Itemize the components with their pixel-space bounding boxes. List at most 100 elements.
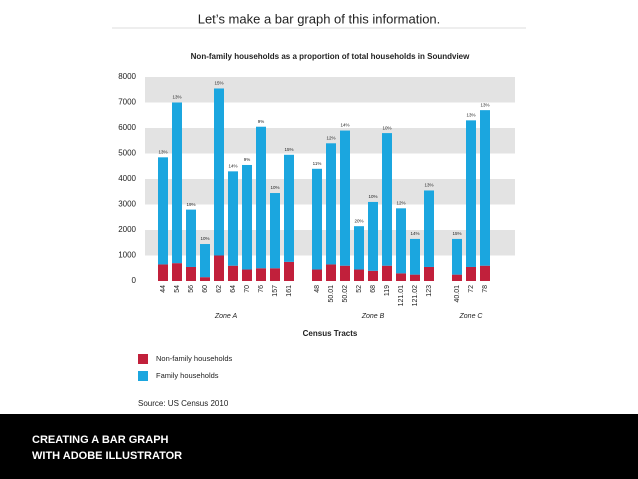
y-tick-label: 1000 [118,251,136,260]
bar-segment [312,168,322,270]
pct-label: 13% [480,102,489,107]
x-tick-label: 157 [272,285,279,297]
pct-label: 11% [313,161,322,166]
source: Source: US Census 2010 [138,399,229,408]
bar-segment [480,110,490,266]
bar-segment [172,263,182,281]
x-tick-label: 121.01 [398,285,405,307]
footer-text: WITH ADOBE ILLUSTRATOR [32,450,182,462]
pct-label: 12% [396,201,405,206]
x-tick-label: 54 [174,285,181,293]
x-axis-title: Census Tracts [303,329,358,338]
bar-segment [326,143,336,265]
bar-segment [200,244,210,278]
zone-label: Zone A [214,313,238,320]
bar-segment [410,238,420,275]
x-tick-label: 68 [370,285,377,293]
y-tick-label: 4000 [118,174,136,183]
x-tick-label: 72 [468,285,475,293]
plot: 0 1000 2000 3000 4000 5000 6000 7000 8000 44 13% 54… [118,72,515,381]
bar-segment [172,102,182,264]
bar-segment [452,274,462,281]
y-tick-label: 8000 [118,72,136,81]
pct-label: 10% [368,194,377,199]
pct-label: 9% [258,119,265,124]
x-tick-label: 50.02 [342,285,349,303]
x-tick-label: 70 [244,285,251,293]
y-tick-label: 0 [132,276,137,285]
bar-segment [354,269,364,281]
legend-label: Non-family households [156,354,233,363]
pct-label: 15% [452,231,461,236]
bar-segment [186,266,196,281]
x-tick-label: 119 [384,285,391,296]
bar-segment [466,120,476,267]
bar-segment [242,269,252,281]
pct-label: 10% [270,185,279,190]
x-tick-label: 48 [314,285,321,293]
bar-segment [396,208,406,274]
x-tick-label: 76 [258,285,265,293]
legend-swatch [138,371,148,381]
x-tick-label: 161 [286,285,293,297]
x-tick-label: 60 [202,285,209,293]
x-tick-label: 56 [188,285,195,293]
bar-segment [480,265,490,281]
x-tick-label: 62 [216,285,223,293]
pct-label: 14% [410,231,419,236]
bar-segment [424,190,434,267]
y-tick-label: 5000 [118,149,136,158]
bar-segment [382,265,392,281]
bar-segment [214,88,224,256]
y-tick-label: 3000 [118,200,136,209]
pct-label: 20% [354,218,363,223]
x-tick-label: 123 [426,285,433,297]
zone-label: Zone B [361,313,385,320]
bar-segment [466,266,476,281]
bar-segment [326,264,336,281]
zone-label: Zone C [459,313,484,320]
bar-segment [340,265,350,281]
bar-segment [284,154,294,262]
bar-segment [368,270,378,281]
bar-segment [256,126,266,269]
pct-label: 15% [214,81,223,86]
bar-segment [256,268,266,281]
pct-label: 14% [228,164,237,169]
bar-segment [158,264,168,281]
pct-label: 14% [340,123,349,128]
bar-segment [424,266,434,281]
slide-header: Let’s make a bar graph of this informati… [198,11,441,26]
bar-segment [228,265,238,281]
bar-segment [354,226,364,270]
x-tick-label: 50.01 [328,285,335,303]
pct-label: 15% [284,147,293,152]
legend-swatch [138,354,148,364]
pct-label: 13% [172,95,181,100]
bar-segment [270,268,280,281]
footer-band [0,414,638,479]
pct-label: 10% [200,236,209,241]
bar-segment [312,269,322,281]
y-tick-label: 6000 [118,123,136,132]
grid-band [145,77,515,103]
bar-segment [214,255,224,281]
pct-label: 12% [326,135,335,140]
x-tick-label: 44 [160,285,167,293]
bar-segment [340,130,350,266]
bar-segment [368,201,378,271]
pct-label: 10% [382,125,391,130]
x-tick-label: 78 [482,285,489,293]
bar-segment [410,274,420,281]
bar-segment [396,273,406,281]
bar-segment [382,133,392,266]
legend-label: Family households [156,371,219,380]
x-tick-label: 40.01 [454,285,461,303]
chart-title: Non-family households as a proportion of… [191,52,470,61]
y-tick-label: 7000 [118,98,136,107]
x-tick-label: 52 [356,285,363,293]
bar-segment [186,209,196,267]
pct-label: 19% [186,202,195,207]
bar-segment [284,261,294,281]
bar-segment [270,193,280,269]
